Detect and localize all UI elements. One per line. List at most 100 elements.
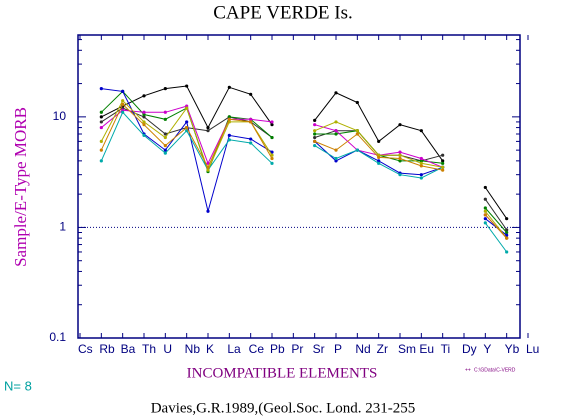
data-point [334,120,338,124]
data-point [142,115,146,119]
series-line [100,111,508,253]
data-point [313,139,317,143]
citation: Davies,G.R.1989,(Geol.Soc. Lond. 231-255 [151,400,416,416]
data-point [441,161,445,165]
data-point [355,100,359,105]
x-tick-label: P [334,342,342,356]
data-point [206,129,210,133]
series-line [101,85,508,219]
data-point [441,165,445,169]
plot-frame [77,34,521,339]
series-line [100,105,508,239]
data-point [441,153,445,157]
x-tick-label: Sm [398,342,416,356]
data-point [505,233,509,237]
data-point [313,123,317,127]
data-point [185,84,189,88]
data-point [121,110,125,114]
data-point [99,148,103,152]
x-tick-label: Nd [355,342,370,356]
data-point [398,123,402,127]
chart-title: CAPE VERDE Is. [213,2,353,23]
data-point [249,117,253,121]
x-tick-label: Ba [121,342,136,356]
data-point [419,173,423,177]
x-tick-label: Pr [291,342,303,356]
data-point [227,85,231,89]
data-point [483,197,487,201]
data-point [227,138,231,142]
data-point [313,135,317,140]
data-point [99,159,103,163]
x-tick-label: Nb [185,342,201,356]
data-point [377,155,381,159]
data-point [99,120,103,124]
count-label: N= 8 [4,378,32,393]
data-point [419,164,423,168]
x-tick-label: Cs [78,342,93,356]
data-point [505,236,509,240]
series-line [100,99,508,239]
data-point [398,150,402,154]
data-point [334,91,338,95]
data-point [270,153,274,157]
data-point [142,133,146,137]
data-point [227,133,231,137]
data-point [142,94,146,98]
data-point [227,115,231,119]
data-point [99,115,103,119]
y-tick-label: 1 [59,220,66,234]
data-point [313,143,317,148]
data-point [206,161,210,165]
data-point [270,156,274,161]
data-point [334,129,338,133]
data-point [270,135,274,140]
x-tick-label: Yb [505,342,520,356]
data-point [99,125,103,130]
data-point [398,173,402,177]
data-point [334,132,338,136]
data-point [334,156,338,161]
data-point [377,159,381,163]
data-point [441,168,445,172]
x-tick-label: Dy [462,342,477,356]
data-point [99,139,103,143]
data-point [249,141,253,145]
data-point [121,99,125,103]
series-line [101,107,508,231]
data-point [99,110,103,114]
data-point [334,159,338,163]
data-point [377,161,381,165]
x-tick-label: Pb [270,342,285,356]
data-point [505,217,509,221]
x-tick-label: Eu [419,342,434,356]
x-tick-label: Th [142,342,156,356]
data-point [142,110,146,114]
data-point [355,148,359,152]
series-line [101,88,508,236]
data-point [163,132,167,136]
y-axis-label: Sample/E-Type MORB [11,107,30,267]
series-line [100,103,508,239]
data-point [441,159,445,163]
data-point [249,120,253,124]
data-point [313,118,317,122]
data-point [142,123,146,127]
data-point [163,135,167,140]
data-point [270,161,274,165]
data-point [270,150,274,154]
data-point [121,102,125,106]
data-point [483,217,487,221]
file-label: C:\GData\C-VERD [474,367,516,373]
x-tick-label: Rb [99,342,115,356]
data-point [206,125,210,130]
data-point [249,137,253,141]
data-point [249,92,253,96]
x-tick-label: Ce [249,342,265,356]
data-point [270,120,274,124]
data-point [483,221,487,225]
data-point [419,129,423,133]
data-point [334,148,338,152]
data-point [142,112,146,117]
